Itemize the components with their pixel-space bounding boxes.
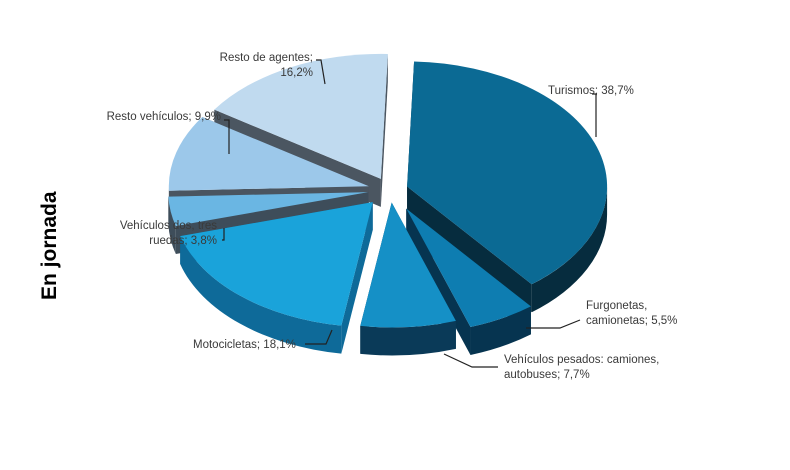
data-label-resto_agentes: Resto de agentes;	[220, 52, 313, 64]
data-label-resto_agentes: 16,2%	[280, 67, 313, 79]
data-label-pesados: Vehículos pesados: camiones,	[504, 354, 659, 366]
slice-top	[180, 202, 373, 326]
pie-slice-motocicletas	[180, 202, 373, 354]
slice-wall	[380, 53, 388, 207]
data-label-turismos: Turismos; 38,7%	[548, 85, 634, 97]
slice-top	[406, 208, 531, 328]
leader-line-dos_tres	[222, 228, 225, 241]
data-label-motocicletas: Motocicletas; 18,1%	[193, 339, 296, 351]
slice-rim	[168, 196, 176, 255]
data-label-furgonetas: camionetas; 5,5%	[586, 315, 677, 327]
slice-rim	[470, 306, 531, 356]
slice-wall	[407, 186, 532, 313]
slice-top	[168, 117, 369, 191]
leader-line-motocicletas	[305, 329, 333, 345]
slice-top	[168, 192, 369, 227]
slice-rim	[180, 236, 342, 354]
data-label-furgonetas: Furgonetas,	[586, 300, 647, 312]
leader-line-furgonetas	[526, 319, 581, 329]
slice-wall	[341, 202, 373, 354]
data-label-pesados: autobuses; 7,7%	[504, 369, 590, 381]
leader-line-resto_vehiculos	[224, 119, 230, 154]
slice-top	[407, 61, 608, 285]
pie-slice-turismos	[407, 61, 608, 313]
pie-slice-pesados	[360, 202, 456, 356]
data-label-resto_vehiculos: Resto vehículos; 9,9%	[107, 111, 221, 123]
leader-line-turismos	[592, 93, 597, 137]
slice-top	[214, 53, 388, 179]
data-label-dos_tres: Vehículos dos, tres	[120, 220, 217, 232]
slice-rim	[531, 186, 608, 313]
leader-line-resto_agentes	[316, 59, 326, 85]
slice-top	[360, 202, 456, 328]
slice-rim	[360, 320, 456, 356]
data-label-dos_tres: ruedas; 3,8%	[149, 235, 217, 247]
leader-line-pesados	[443, 353, 498, 368]
